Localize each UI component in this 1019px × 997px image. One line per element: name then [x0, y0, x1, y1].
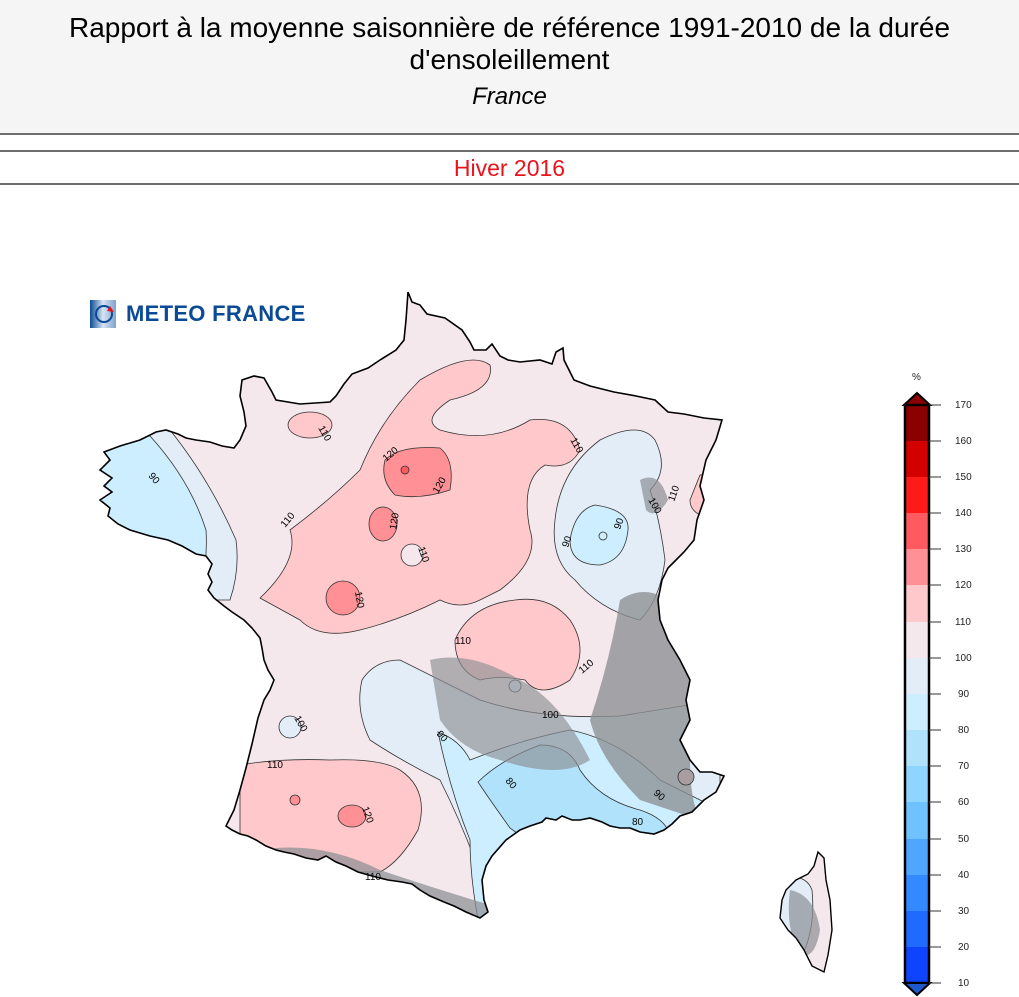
mainland-outline — [98, 291, 726, 919]
page-title-line1: Rapport à la moyenne saisonnière de réfé… — [68, 12, 951, 43]
svg-text:110: 110 — [365, 872, 381, 883]
logo-text: METEO FRANCE — [126, 301, 306, 326]
season-band: Hiver 2016 — [0, 150, 1019, 185]
svg-text:120: 120 — [352, 591, 366, 610]
svg-text:80: 80 — [632, 817, 644, 828]
logo: METEO FRANCE — [90, 300, 306, 328]
page-subtitle: France — [472, 83, 547, 110]
corsica-outline — [779, 850, 833, 974]
contour-labels: 110 90 110 120 120 120 110 120 110 90 90… — [146, 424, 683, 883]
header: Rapport à la moyenne saisonnière de réfé… — [0, 0, 1019, 135]
page-title-line2: d'ensoleillement — [409, 44, 610, 75]
svg-text:110: 110 — [267, 760, 283, 771]
meteo-france-logo-icon — [90, 300, 116, 328]
season-label: Hiver 2016 — [453, 155, 566, 181]
svg-text:90: 90 — [612, 516, 626, 531]
svg-text:110: 110 — [666, 484, 682, 503]
svg-text:110: 110 — [455, 636, 471, 647]
svg-text:110: 110 — [415, 545, 431, 564]
svg-text:120: 120 — [388, 512, 402, 531]
svg-text:100: 100 — [542, 710, 559, 721]
svg-text:90: 90 — [560, 534, 574, 549]
